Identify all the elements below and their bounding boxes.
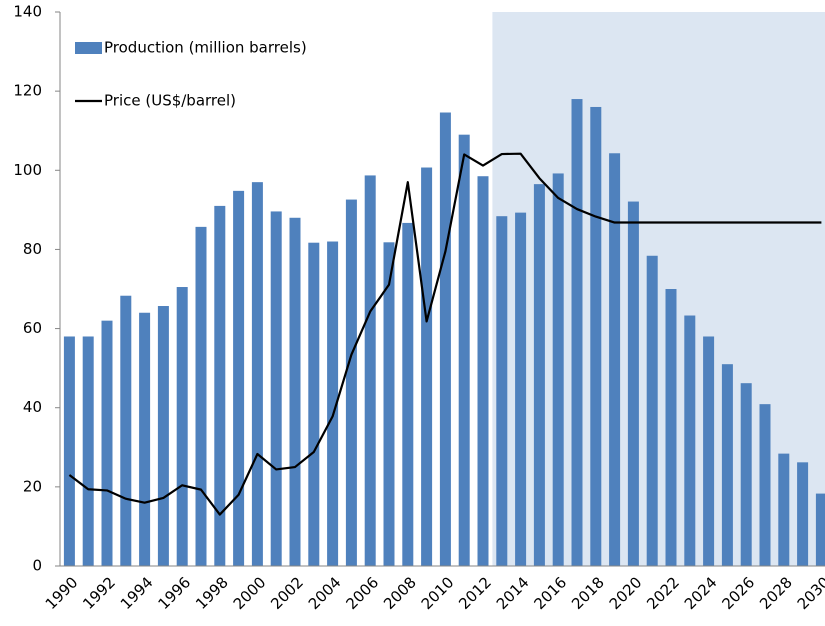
x-tick-label: 2024 (681, 573, 721, 613)
bar (759, 404, 771, 566)
x-tick-label: 2010 (418, 573, 458, 613)
x-tick-label: 1994 (117, 573, 157, 613)
x-tick-label: 1992 (79, 573, 119, 613)
bar (251, 182, 263, 566)
x-tick-label: 2030 (794, 573, 825, 613)
x-tick-label: 2022 (643, 573, 683, 613)
y-tick-label: 100 (13, 161, 42, 179)
y-tick-label: 20 (23, 477, 42, 495)
x-tick-label: 2026 (718, 573, 758, 613)
x-tick-label: 2014 (493, 573, 533, 613)
y-tick-label: 0 (32, 557, 42, 575)
bar (101, 320, 113, 566)
y-tick-label: 40 (23, 398, 42, 416)
bar (533, 184, 545, 566)
y-tick-label: 140 (13, 3, 42, 21)
bar (515, 212, 527, 566)
x-tick-label: 1996 (154, 573, 194, 613)
bar (797, 462, 809, 566)
x-tick-label: 2016 (530, 573, 570, 613)
bar (233, 190, 245, 566)
bar (477, 176, 489, 566)
y-tick-label: 80 (23, 240, 42, 258)
bar (439, 112, 451, 567)
bar (383, 242, 395, 566)
bar (270, 211, 282, 566)
bar (82, 336, 94, 566)
bar (684, 315, 696, 566)
bar (157, 306, 169, 566)
bar (646, 255, 658, 566)
x-tick-label: 1998 (192, 573, 232, 613)
bar (364, 175, 376, 566)
bar (139, 312, 151, 566)
bar (458, 134, 470, 566)
bar (214, 205, 226, 566)
legend-label: Price (US$/barrel) (104, 92, 236, 110)
bar (665, 289, 677, 566)
bar (590, 106, 602, 566)
legend-swatch (75, 42, 102, 54)
bar (627, 201, 639, 566)
bar (552, 173, 564, 567)
bar (195, 226, 207, 566)
bar (402, 222, 414, 566)
bar (740, 383, 752, 566)
x-tick-label: 2000 (230, 573, 270, 613)
legend-label: Production (million barrels) (104, 39, 307, 57)
bar (327, 241, 339, 566)
x-tick-label: 2002 (267, 573, 307, 613)
x-tick-label: 2006 (342, 573, 382, 613)
bar (496, 216, 508, 566)
y-tick-label: 120 (13, 82, 42, 100)
bar (120, 295, 132, 566)
bar (63, 336, 75, 566)
x-tick-label: 2008 (380, 573, 420, 613)
bar (778, 453, 790, 566)
y-tick-label: 60 (23, 319, 42, 337)
bar (176, 287, 188, 566)
x-tick-label: 2004 (305, 573, 345, 613)
bar (703, 336, 715, 566)
bar (308, 242, 320, 567)
bar (345, 199, 357, 566)
bar (571, 99, 583, 567)
bar (289, 217, 301, 566)
x-tick-label: 2020 (606, 573, 646, 613)
bar (721, 364, 733, 566)
x-tick-label: 2012 (455, 573, 495, 613)
bar (815, 493, 825, 566)
bar (609, 153, 621, 566)
bar (421, 167, 433, 566)
x-tick-label: 2018 (568, 573, 608, 613)
x-tick-label: 1990 (42, 573, 82, 613)
price-line (68, 152, 822, 516)
x-tick-label: 2028 (756, 573, 796, 613)
